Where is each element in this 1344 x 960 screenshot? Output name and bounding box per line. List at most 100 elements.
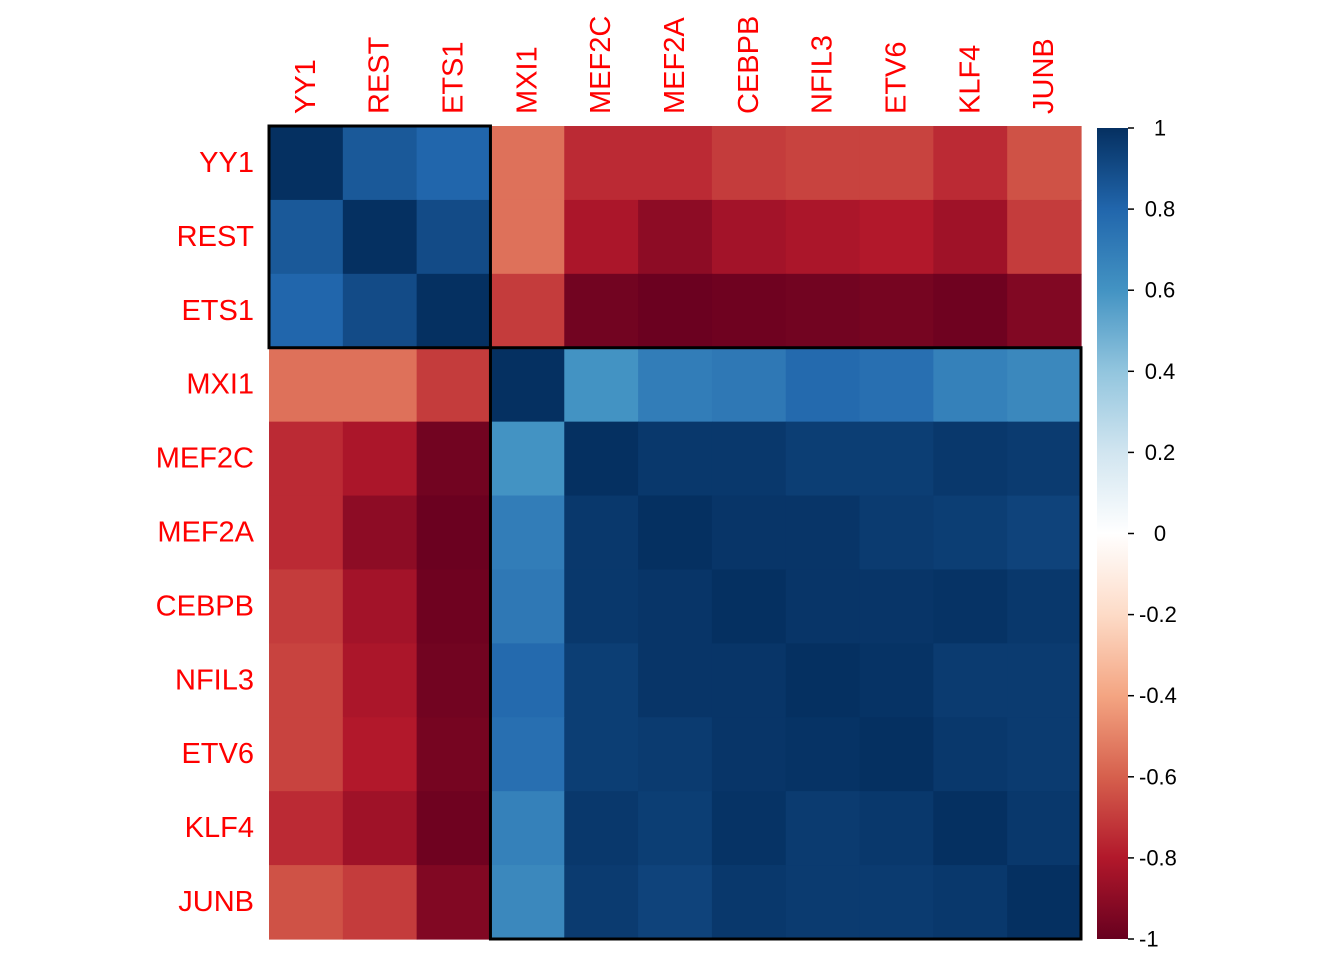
row-label-klf4: KLF4 [185, 812, 254, 844]
heatmap-cell-mxi1-klf4 [933, 347, 1008, 423]
heatmap-cell-ets1-ets1 [416, 273, 492, 349]
heatmap-cell-nfil3-etv6 [859, 643, 934, 718]
color-legend-bar [1097, 128, 1128, 939]
heatmap-cell-rest-nfil3 [785, 199, 861, 275]
color-legend-tick-label: -0.4 [1139, 683, 1177, 708]
heatmap-cell-nfil3-nfil3 [785, 643, 861, 718]
heatmap-cell-mef2a-junb [1007, 495, 1082, 571]
row-label-etv6: ETV6 [181, 738, 254, 770]
heatmap-cell-yy1-cebpb [711, 126, 787, 201]
heatmap-cell-nfil3-mef2a [638, 643, 713, 718]
heatmap-cell-etv6-mxi1 [490, 717, 565, 792]
heatmap-cell-cebpb-junb [1007, 569, 1082, 644]
heatmap-cell-nfil3-klf4 [933, 643, 1008, 718]
heatmap-cell-mxi1-cebpb [711, 347, 787, 423]
heatmap-cell-klf4-junb [1007, 791, 1082, 866]
heatmap-cell-etv6-junb [1007, 717, 1082, 792]
heatmap-cell-mxi1-yy1 [269, 347, 344, 423]
heatmap-cell-etv6-ets1 [416, 717, 492, 792]
column-label-ets1: ETS1 [438, 41, 470, 114]
heatmap-cell-ets1-etv6 [859, 273, 934, 349]
heatmap-cell-mef2c-nfil3 [785, 421, 861, 497]
heatmap-cell-mxi1-etv6 [859, 347, 934, 423]
heatmap-cell-rest-cebpb [711, 199, 787, 275]
heatmap-cell-junb-etv6 [859, 865, 934, 940]
heatmap-cell-junb-klf4 [933, 865, 1008, 940]
heatmap-cell-mxi1-mxi1 [490, 347, 565, 423]
color-legend-tick-label: -0.6 [1139, 764, 1177, 789]
cluster-box-2 [488, 346, 1083, 941]
heatmap-cell-yy1-mef2a [638, 126, 713, 201]
column-label-junb: JUNB [1028, 38, 1060, 114]
heatmap-cell-mxi1-junb [1007, 347, 1082, 423]
row-label-junb: JUNB [178, 886, 254, 918]
heatmap-cell-mef2c-ets1 [416, 421, 492, 497]
row-label-mef2a: MEF2A [157, 517, 254, 549]
heatmap-cell-mef2c-mxi1 [490, 421, 565, 497]
heatmap-cell-junb-ets1 [416, 865, 492, 940]
column-label-cebpb: CEBPB [733, 16, 765, 114]
heatmap-cell-etv6-klf4 [933, 717, 1008, 792]
heatmap-cell-yy1-nfil3 [785, 126, 861, 201]
heatmap-cell-mef2a-cebpb [711, 495, 787, 571]
heatmap-cell-klf4-mef2c [564, 791, 639, 866]
heatmap-cell-klf4-mxi1 [490, 791, 565, 866]
heatmap-cell-mef2c-junb [1007, 421, 1082, 497]
column-label-etv6: ETV6 [880, 41, 912, 114]
heatmap-cell-etv6-cebpb [711, 717, 787, 792]
column-label-nfil3: NFIL3 [807, 35, 839, 114]
column-labels: YY1 REST ETS1 MXI1 MEF2C MEF2A CEBPB NFIL3 ETV6 K… [290, 16, 1060, 114]
heatmap-cell-yy1-ets1 [416, 126, 492, 201]
heatmap-cell-cebpb-mef2c [564, 569, 639, 644]
heatmap-cell-nfil3-junb [1007, 643, 1082, 718]
color-legend-tick-label: 0.2 [1145, 440, 1176, 465]
color-legend-tick-label: -1 [1139, 927, 1159, 952]
column-label-klf4: KLF4 [954, 45, 986, 114]
heatmap-cell-yy1-yy1 [269, 126, 344, 201]
color-legend-tick-label: 1 [1154, 116, 1166, 141]
heatmap-cell-etv6-mef2c [564, 717, 639, 792]
heatmap-cell-rest-mef2c [564, 199, 639, 275]
row-label-cebpb: CEBPB [156, 590, 254, 622]
heatmap-cell-ets1-cebpb [711, 273, 787, 349]
row-labels: YY1 REST ETS1 MXI1 MEF2C MEF2A CEBPB NFIL3 ETV6 K… [156, 147, 255, 918]
heatmap-cell-klf4-cebpb [711, 791, 787, 866]
color-legend-tick-label: 0.8 [1145, 197, 1176, 222]
heatmap-cell-mef2c-yy1 [269, 421, 344, 497]
heatmap-cell-rest-etv6 [859, 199, 934, 275]
heatmap-cell-mxi1-nfil3 [785, 347, 861, 423]
heatmap-cell-yy1-junb [1007, 126, 1082, 201]
heatmap-cell-mxi1-rest [342, 347, 418, 423]
heatmap-cell-mxi1-ets1 [416, 347, 492, 423]
heatmap-cell-mef2c-mef2a [638, 421, 713, 497]
heatmap-cell-rest-klf4 [933, 199, 1008, 275]
heatmap-cell-mef2c-cebpb [711, 421, 787, 497]
heatmap-cell-ets1-yy1 [269, 273, 344, 349]
color-legend-ticks: 1 0.8 0.6 0.4 0.2 0 -0.2 -0.4 -0.6 -0.8 -1 [1128, 116, 1177, 952]
heatmap-cell-cebpb-rest [342, 569, 418, 644]
heatmap-cell-cebpb-nfil3 [785, 569, 861, 644]
heatmap-cell-klf4-etv6 [859, 791, 934, 866]
row-label-mef2c: MEF2C [156, 443, 254, 475]
heatmap-cell-cebpb-etv6 [859, 569, 934, 644]
heatmap-cell-yy1-klf4 [933, 126, 1008, 201]
heatmap-cell-mef2c-mef2c [564, 421, 639, 497]
heatmap-cell-klf4-ets1 [416, 791, 492, 866]
heatmap-cell-cebpb-yy1 [269, 569, 344, 644]
heatmap-cell-ets1-rest [342, 273, 418, 349]
heatmap-cell-ets1-junb [1007, 273, 1082, 349]
color-legend-tick-label: -0.8 [1139, 845, 1177, 870]
heatmap-cell-rest-yy1 [269, 199, 344, 275]
heatmap-cell-nfil3-mef2c [564, 643, 639, 718]
heatmap-cell-junb-cebpb [711, 865, 787, 940]
heatmap-cell-nfil3-mxi1 [490, 643, 565, 718]
heatmap-cell-mef2a-mef2a [638, 495, 713, 571]
heatmap-cell-yy1-mef2c [564, 126, 639, 201]
heatmap-cell-rest-mxi1 [490, 199, 565, 275]
heatmap-cell-mef2a-ets1 [416, 495, 492, 571]
heatmap-cell-mef2c-rest [342, 421, 418, 497]
heatmap-cell-junb-mef2c [564, 865, 639, 940]
heatmap-cell-ets1-mef2a [638, 273, 713, 349]
heatmap-cell-klf4-mef2a [638, 791, 713, 866]
